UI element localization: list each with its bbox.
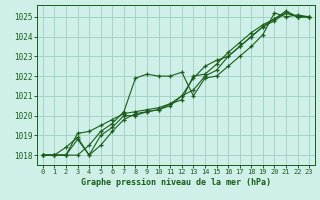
X-axis label: Graphe pression niveau de la mer (hPa): Graphe pression niveau de la mer (hPa) (81, 178, 271, 187)
